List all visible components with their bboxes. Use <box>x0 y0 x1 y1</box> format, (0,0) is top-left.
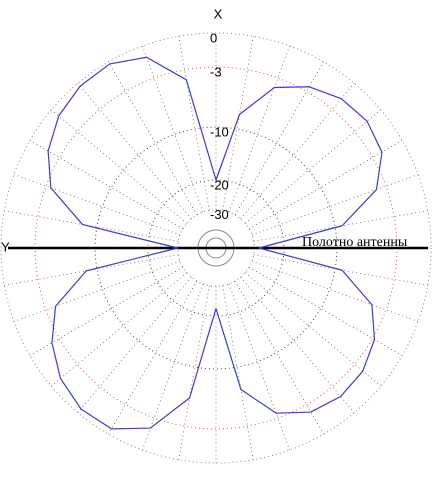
radial-grid-line <box>13 260 181 322</box>
annotation: Полотно антенны <box>302 235 408 250</box>
radial-grid-line <box>228 283 290 451</box>
radial-grid-line <box>222 285 254 460</box>
radial-grid-line <box>142 283 204 451</box>
radial-grid-line <box>29 140 184 230</box>
radial-grid-line <box>240 277 355 413</box>
radial-grid-line <box>178 285 210 460</box>
radial-grid-line <box>51 272 187 387</box>
radial-grid-line <box>51 109 187 224</box>
radial-grid-line <box>77 277 192 413</box>
grid-circle <box>0 32 432 464</box>
radial-grid-line <box>29 266 184 356</box>
radial-grid-line <box>228 45 290 213</box>
radial-grid-line <box>251 260 419 322</box>
radial-grid-line <box>234 61 324 216</box>
radial-grid-line <box>248 266 403 356</box>
y-axis-label: Y <box>1 239 10 254</box>
radial-grid-line <box>142 45 204 213</box>
radial-grid-line <box>248 140 403 230</box>
radial-grid-line <box>108 61 198 216</box>
radial-grid-line <box>178 36 210 211</box>
r-tick-label: -10 <box>210 125 229 140</box>
radial-grid-line <box>245 272 381 387</box>
r-tick-label: -20 <box>210 177 229 192</box>
pattern-line <box>47 56 383 430</box>
radial-grid-line <box>222 36 254 211</box>
radial-grid-line <box>77 83 192 219</box>
radial-grid-line <box>245 109 381 224</box>
radial-grid-line <box>251 174 419 236</box>
radial-grid-line <box>108 280 198 435</box>
x-axis-label: X <box>214 6 223 21</box>
r-tick-label: -3 <box>210 65 222 80</box>
radial-grid-line <box>240 83 355 219</box>
radial-grid-line <box>234 280 324 435</box>
r-tick-label: 0 <box>210 30 217 45</box>
radial-grid-line <box>13 174 181 236</box>
radial-grid-line <box>4 210 179 242</box>
r-tick-label: -30 <box>210 207 229 222</box>
